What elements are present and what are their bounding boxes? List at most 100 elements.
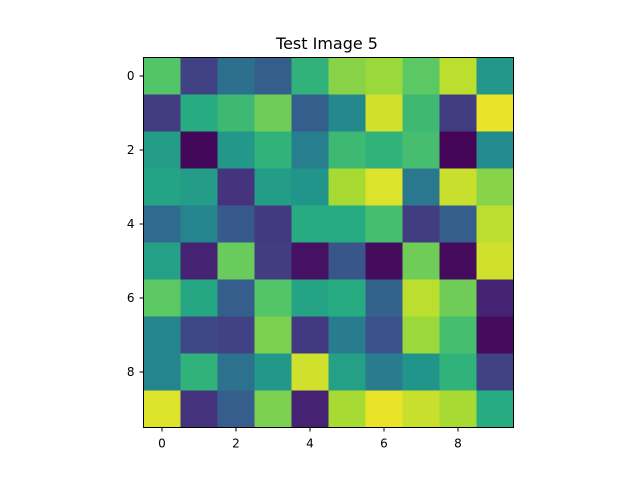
heatmap-cell-r5-c3 (254, 242, 292, 280)
heatmap-cell-r4-c9 (476, 205, 514, 243)
x-tick-label-6: 6 (380, 437, 388, 451)
heatmap-cell-r3-c1 (180, 168, 218, 206)
heatmap-cell-r2-c4 (291, 131, 329, 169)
heatmap-cell-r4-c2 (217, 205, 255, 243)
heatmap-cell-r0-c8 (439, 57, 477, 95)
heatmap-cell-r8-c2 (217, 353, 255, 391)
x-tick-label-4: 4 (306, 437, 314, 451)
heatmap-cell-r1-c5 (328, 94, 366, 132)
heatmap-cell-r2-c9 (476, 131, 514, 169)
heatmap-cell-r7-c4 (291, 316, 329, 354)
heatmap-cell-r3-c9 (476, 168, 514, 206)
heatmap-cell-r5-c5 (328, 242, 366, 280)
heatmap-cell-r1-c1 (180, 94, 218, 132)
heatmap-cell-r8-c8 (439, 353, 477, 391)
heatmap-cell-r6-c4 (291, 279, 329, 317)
heatmap-cell-r1-c7 (402, 94, 440, 132)
heatmap-cell-r1-c2 (217, 94, 255, 132)
heatmap-cell-r6-c2 (217, 279, 255, 317)
heatmap-cell-r2-c2 (217, 131, 255, 169)
heatmap-cell-r4-c8 (439, 205, 477, 243)
heatmap-cell-r9-c7 (402, 390, 440, 428)
heatmap-cell-r7-c9 (476, 316, 514, 354)
heatmap-cell-r3-c6 (365, 168, 403, 206)
heatmap-cell-r0-c4 (291, 57, 329, 95)
heatmap-cell-r9-c9 (476, 390, 514, 428)
heatmap-cell-r3-c4 (291, 168, 329, 206)
heatmap-cell-r9-c8 (439, 390, 477, 428)
heatmap-cell-r6-c1 (180, 279, 218, 317)
heatmap-cell-r0-c2 (217, 57, 255, 95)
heatmap-cell-r9-c3 (254, 390, 292, 428)
heatmap-cell-r5-c9 (476, 242, 514, 280)
heatmap-cell-r7-c7 (402, 316, 440, 354)
heatmap-cell-r9-c5 (328, 390, 366, 428)
heatmap-cell-r4-c0 (143, 205, 181, 243)
heatmap-cell-r5-c4 (291, 242, 329, 280)
heatmap-cell-r0-c6 (365, 57, 403, 95)
heatmap-cell-r7-c0 (143, 316, 181, 354)
heatmap-cell-r0-c1 (180, 57, 218, 95)
heatmap-cell-r9-c0 (143, 390, 181, 428)
heatmap-cell-r6-c9 (476, 279, 514, 317)
heatmap-cell-r3-c5 (328, 168, 366, 206)
heatmap-cell-r7-c2 (217, 316, 255, 354)
heatmap-cell-r8-c0 (143, 353, 181, 391)
heatmap-cell-r6-c5 (328, 279, 366, 317)
heatmap-cell-r8-c4 (291, 353, 329, 391)
heatmap-cell-r3-c0 (143, 168, 181, 206)
y-tick-label-8: 8 (127, 365, 135, 379)
heatmap-cell-r5-c0 (143, 242, 181, 280)
heatmap-cell-r7-c5 (328, 316, 366, 354)
heatmap-cell-r1-c6 (365, 94, 403, 132)
heatmap-cell-r2-c3 (254, 131, 292, 169)
heatmap-cell-r1-c0 (143, 94, 181, 132)
heatmap-cell-r2-c6 (365, 131, 403, 169)
heatmap-cell-r5-c6 (365, 242, 403, 280)
heatmap-cell-r5-c1 (180, 242, 218, 280)
heatmap-cell-r1-c8 (439, 94, 477, 132)
heatmap-cell-r2-c1 (180, 131, 218, 169)
heatmap-cell-r4-c4 (291, 205, 329, 243)
heatmap-cell-r1-c3 (254, 94, 292, 132)
heatmap-cell-r1-c4 (291, 94, 329, 132)
heatmap-cell-r6-c3 (254, 279, 292, 317)
heatmap-cell-r7-c6 (365, 316, 403, 354)
plot-frame (143, 57, 514, 428)
heatmap-cell-r7-c8 (439, 316, 477, 354)
heatmap-cell-r8-c3 (254, 353, 292, 391)
heatmap-cell-r9-c2 (217, 390, 255, 428)
heatmap-cell-r4-c7 (402, 205, 440, 243)
heatmap-cell-r0-c3 (254, 57, 292, 95)
heatmap-cell-r6-c6 (365, 279, 403, 317)
heatmap-cell-r9-c1 (180, 390, 218, 428)
heatmap-cell-r3-c7 (402, 168, 440, 206)
heatmap-cell-r7-c1 (180, 316, 218, 354)
heatmap-cell-r5-c8 (439, 242, 477, 280)
heatmap-cell-r3-c2 (217, 168, 255, 206)
heatmap-cell-r2-c0 (143, 131, 181, 169)
y-tick-label-2: 2 (127, 143, 135, 157)
heatmap-cell-r0-c7 (402, 57, 440, 95)
y-axis: 0 2 4 6 8 (127, 69, 144, 379)
heatmap-cell-r3-c3 (254, 168, 292, 206)
y-tick-label-6: 6 (127, 291, 135, 305)
heatmap-cell-r2-c8 (439, 131, 477, 169)
heatmap-cell-r0-c0 (143, 57, 181, 95)
x-tick-label-0: 0 (158, 437, 166, 451)
heatmap-cell-r8-c6 (365, 353, 403, 391)
chart-title: Test Image 5 (275, 34, 378, 53)
x-tick-label-8: 8 (454, 437, 462, 451)
heatmap-cell-r9-c6 (365, 390, 403, 428)
heatmap-cell-r5-c7 (402, 242, 440, 280)
heatmap-cell-r4-c6 (365, 205, 403, 243)
heatmap-cell-r3-c8 (439, 168, 477, 206)
heatmap-cell-r6-c0 (143, 279, 181, 317)
heatmap-cell-r9-c4 (291, 390, 329, 428)
heatmap-cell-r8-c7 (402, 353, 440, 391)
heatmap-cells (143, 57, 514, 428)
heatmap-cell-r8-c5 (328, 353, 366, 391)
x-axis: 0 2 4 6 8 (158, 427, 462, 451)
y-tick-label-0: 0 (127, 69, 135, 83)
